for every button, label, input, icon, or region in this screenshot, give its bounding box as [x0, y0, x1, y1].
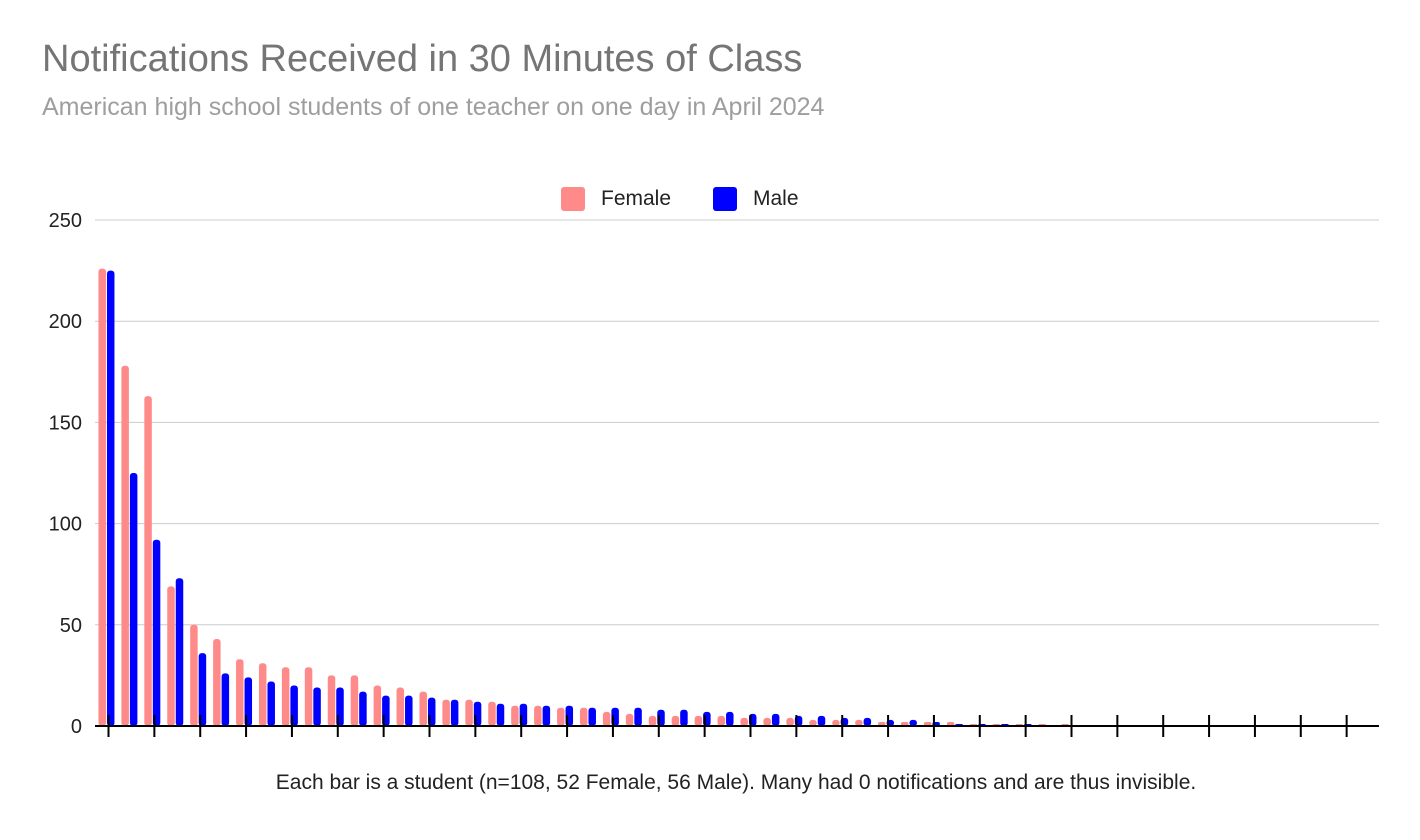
y-tick-label: 100: [49, 514, 82, 536]
bar-female: [740, 717, 748, 726]
bar-male: [405, 695, 413, 726]
legend-swatch-male: [713, 187, 737, 211]
y-tick-label: 150: [49, 412, 82, 434]
bar-female: [694, 715, 703, 726]
bar-female: [923, 721, 932, 726]
chart-subtitle: American high school students of one tea…: [42, 93, 825, 121]
bar-female: [809, 719, 817, 726]
legend-label-male: Male: [753, 187, 799, 210]
bar-male: [863, 717, 872, 726]
bar-female: [534, 705, 542, 726]
bar-female: [442, 699, 450, 726]
bar-male: [267, 681, 275, 726]
bar-male: [198, 653, 207, 726]
bar-male: [152, 539, 161, 726]
y-tick-label: 50: [60, 615, 82, 637]
bar-male: [634, 707, 642, 726]
bar-female: [327, 675, 336, 726]
bar-male: [450, 699, 459, 726]
bar-female: [488, 701, 496, 726]
legend-swatch-female: [561, 187, 585, 211]
bar-male: [175, 578, 184, 726]
bar-female: [350, 675, 359, 726]
bar-female: [396, 687, 405, 726]
bar-male: [129, 473, 138, 726]
bar-female: [213, 638, 221, 726]
bar-female: [579, 707, 588, 726]
y-tick-label: 200: [49, 311, 82, 333]
bar-female: [144, 396, 152, 726]
x-axis-caption: Each bar is a student (n=108, 52 Female,…: [275, 771, 1197, 794]
bar-male: [817, 715, 826, 726]
bar-female: [900, 721, 909, 726]
bar-female: [465, 699, 473, 726]
bar-female: [878, 721, 886, 726]
bar-female: [167, 586, 175, 726]
bar-female: [855, 719, 863, 726]
y-tick-label: 250: [49, 210, 82, 232]
bar-male: [106, 270, 115, 726]
chart-title: Notifications Received in 30 Minutes of …: [42, 38, 803, 80]
bar-female: [419, 691, 427, 726]
bar-female: [190, 624, 198, 726]
bar-male: [244, 677, 253, 726]
bar-male: [221, 673, 230, 726]
bar-male: [496, 703, 505, 726]
bar-female: [373, 685, 382, 726]
bar-male: [726, 711, 734, 726]
bar-male: [909, 719, 917, 726]
bar-female: [281, 667, 290, 726]
bar-male: [359, 691, 367, 726]
bar-male: [542, 705, 551, 726]
legend-label-female: Female: [601, 187, 672, 210]
y-tick-label: 0: [71, 716, 82, 738]
bar-female: [602, 711, 611, 726]
bar-female: [717, 715, 726, 726]
bar-female: [625, 713, 634, 726]
bar-female: [671, 715, 680, 726]
bar-female: [258, 663, 267, 726]
legend-item-male: Male: [713, 187, 799, 211]
bar-male: [588, 707, 596, 726]
bar-female: [236, 659, 244, 726]
bar-female: [946, 721, 955, 726]
bar-female: [304, 667, 313, 726]
bar-female: [832, 719, 840, 726]
bar-male: [771, 713, 780, 726]
bar-female: [98, 268, 106, 726]
bar-male: [313, 687, 321, 726]
bar-female: [511, 705, 519, 726]
bar-male: [680, 709, 688, 726]
bar-female: [557, 707, 565, 726]
bar-female: [763, 717, 771, 726]
legend-item-female: Female: [561, 187, 671, 211]
bar-female: [648, 715, 657, 726]
bar-female: [121, 365, 129, 726]
bar-female: [786, 717, 794, 726]
